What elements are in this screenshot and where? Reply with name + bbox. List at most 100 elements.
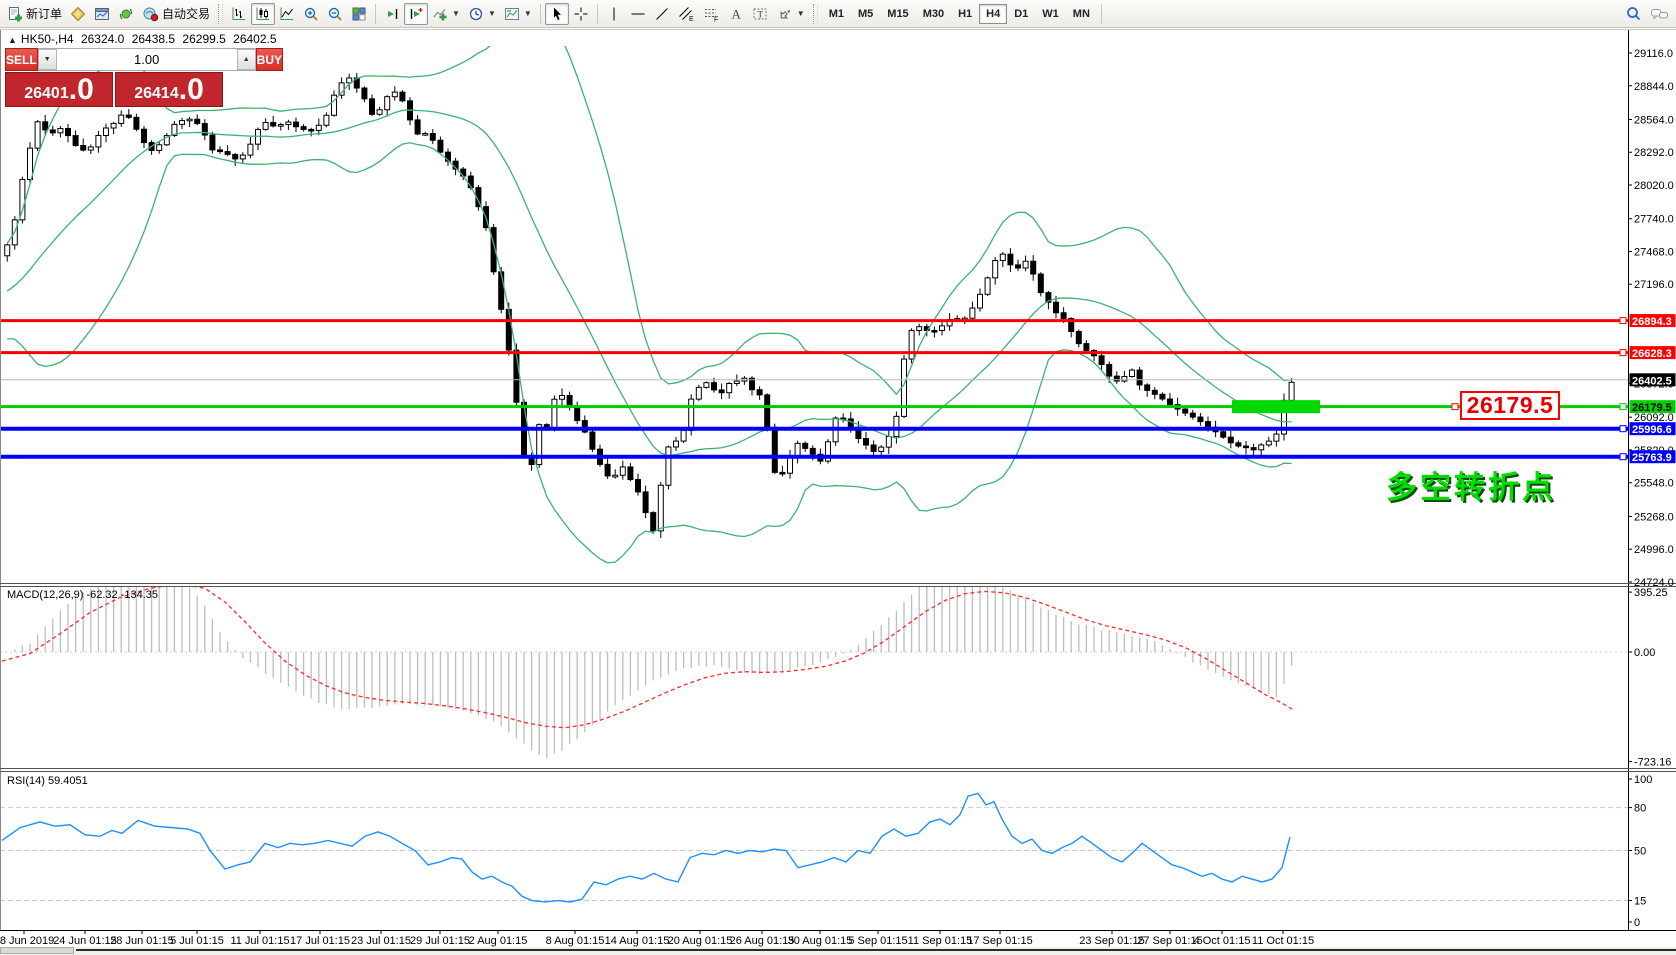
bar-chart-icon bbox=[232, 7, 246, 20]
ohlc-open: 26324.0 bbox=[80, 32, 125, 46]
search-button[interactable] bbox=[1621, 3, 1646, 25]
text-button[interactable]: A bbox=[724, 3, 748, 25]
chart-shift-button[interactable] bbox=[404, 2, 429, 25]
line-chart-button[interactable] bbox=[275, 3, 299, 25]
tab-m15[interactable]: M15 bbox=[887, 7, 909, 20]
periods-button[interactable]: ▼ bbox=[464, 3, 500, 25]
price-line-label: 26402.5 bbox=[1632, 375, 1672, 387]
cursor-icon bbox=[553, 7, 561, 20]
arrows-icon bbox=[780, 9, 790, 18]
candlestick-chart-button[interactable] bbox=[251, 2, 276, 25]
date-axis-label: 11 Jul 01:15 bbox=[230, 935, 289, 947]
comments-icon bbox=[1651, 8, 1668, 20]
price-callout-box[interactable]: 26179.5 bbox=[1460, 391, 1560, 420]
tab-mn[interactable]: MN bbox=[1072, 7, 1090, 20]
comments-button[interactable] bbox=[1646, 3, 1673, 25]
price-axis-tick: 26092.0 bbox=[1634, 412, 1674, 424]
tab-m30[interactable]: M30 bbox=[922, 7, 945, 20]
fibonacci-icon: F bbox=[704, 8, 718, 22]
macd-axis-tick: -723.16 bbox=[1634, 757, 1671, 769]
date-axis-label: 11 Oct 01:15 bbox=[1252, 935, 1314, 947]
ohlc-close: 26402.5 bbox=[233, 32, 277, 46]
tab-d1[interactable]: D1 bbox=[1014, 7, 1029, 20]
new-order-button[interactable]: 新订单 bbox=[3, 3, 66, 25]
date-axis-label: 17 Jul 01:15 bbox=[290, 935, 350, 947]
zoom-in-button[interactable] bbox=[299, 3, 323, 25]
symbol-collapse-icon[interactable]: ▲ bbox=[8, 35, 17, 45]
metaeditor-button[interactable] bbox=[66, 3, 90, 25]
macd-signal-line bbox=[1, 586, 1294, 729]
chart-canvas[interactable]: 29116.0 28844.0 28564.0 28292.0 28020.0 27740… bbox=[0, 29, 1676, 955]
svg-text:F: F bbox=[714, 16, 718, 22]
autotrading-button[interactable]: 自动交易 bbox=[138, 3, 214, 25]
tab-h1[interactable]: H1 bbox=[958, 7, 973, 20]
rsi-line bbox=[1, 792, 1291, 903]
trendline-button[interactable] bbox=[650, 3, 674, 25]
text-label-button[interactable]: T bbox=[748, 3, 773, 25]
main-pane bbox=[0, 46, 1628, 564]
date-axis-label: 27 Sep 01:15 bbox=[1137, 935, 1202, 947]
add-indicator-button[interactable]: ▼ bbox=[428, 3, 464, 25]
axes-layer: 29116.0 28844.0 28564.0 28292.0 28020.0 27740… bbox=[0, 29, 1676, 947]
horizontal-scrollbar[interactable] bbox=[0, 947, 1676, 955]
price-axis-tick: 27740.0 bbox=[1634, 214, 1674, 226]
scrollbar-thumb[interactable] bbox=[0, 947, 74, 954]
autotrading-icon bbox=[143, 7, 159, 21]
tab-m1[interactable]: M1 bbox=[828, 7, 844, 20]
fibonacci-button[interactable]: F bbox=[699, 3, 724, 25]
terminal-button[interactable] bbox=[90, 3, 114, 25]
auto-scroll-icon bbox=[388, 8, 398, 19]
sell-price-display[interactable]: 26401 .0 bbox=[5, 72, 113, 107]
price-axis-tick: 24996.0 bbox=[1634, 544, 1674, 556]
crosshair-button[interactable] bbox=[569, 3, 593, 25]
templates-icon bbox=[504, 7, 519, 20]
date-axis-label: 2 Aug 01:15 bbox=[469, 935, 528, 947]
text-icon: A bbox=[731, 6, 741, 21]
periods-clock-icon bbox=[469, 7, 483, 20]
tab-w1[interactable]: W1 bbox=[1042, 7, 1059, 20]
cursor-button[interactable] bbox=[544, 2, 569, 25]
volume-increase-button[interactable]: ▲ bbox=[236, 49, 256, 70]
volume-decrease-button[interactable]: ▼ bbox=[37, 49, 57, 70]
signals-button[interactable] bbox=[114, 3, 138, 25]
vertical-line-button[interactable] bbox=[602, 3, 626, 25]
buy-price-display[interactable]: 26414 .0 bbox=[115, 72, 223, 107]
rsi-axis-tick: 80 bbox=[1634, 803, 1646, 815]
bar-chart-button[interactable] bbox=[227, 3, 251, 25]
sell-button[interactable]: SELL bbox=[5, 48, 38, 71]
equidistant-channel-icon: E bbox=[678, 6, 694, 22]
date-axis-label: 5 Sep 01:15 bbox=[848, 935, 907, 947]
arrows-button[interactable]: ▼ bbox=[773, 3, 809, 25]
price-axis-tick: 25268.0 bbox=[1634, 511, 1674, 523]
svg-text:T: T bbox=[757, 9, 763, 19]
horizontal-line-button[interactable] bbox=[626, 3, 650, 25]
search-icon bbox=[1627, 7, 1641, 21]
zoom-out-icon bbox=[328, 7, 342, 21]
volume-input[interactable] bbox=[56, 49, 237, 70]
tab-h4[interactable]: H4 bbox=[979, 3, 1008, 24]
tab-m5[interactable]: M5 bbox=[858, 7, 874, 20]
ohlc-low: 26299.5 bbox=[182, 32, 226, 46]
macd-pane bbox=[0, 586, 1628, 759]
tile-windows-icon bbox=[352, 7, 366, 20]
rsi-axis-tick: 15 bbox=[1634, 896, 1646, 908]
zoom-out-button[interactable] bbox=[323, 3, 347, 25]
text-label-icon: T bbox=[753, 8, 767, 19]
equidistant-channel-button[interactable]: E bbox=[674, 3, 699, 25]
vertical-line-icon bbox=[613, 7, 615, 20]
highlight-rectangle[interactable] bbox=[1232, 400, 1320, 414]
new-order-label: 新订单 bbox=[26, 7, 63, 21]
auto-scroll-button[interactable] bbox=[380, 3, 404, 25]
date-axis-label: 4 Oct 01:15 bbox=[1194, 935, 1251, 947]
toolbar-separator bbox=[596, 3, 598, 24]
templates-button[interactable]: ▼ bbox=[500, 3, 536, 25]
buy-button[interactable]: BUY bbox=[255, 48, 284, 71]
callout-line-marker[interactable] bbox=[1451, 403, 1459, 411]
date-axis-label: 23 Sep 01:15 bbox=[1079, 935, 1144, 947]
rsi-axis-tick: 100 bbox=[1634, 774, 1652, 786]
tile-windows-button[interactable] bbox=[347, 3, 371, 25]
turning-point-note[interactable]: 多空转折点 bbox=[1386, 470, 1556, 505]
date-axis-label: 8 Aug 01:15 bbox=[546, 935, 605, 947]
zoom-in-icon bbox=[304, 7, 318, 21]
sell-price-pips: .0 bbox=[68, 73, 94, 106]
